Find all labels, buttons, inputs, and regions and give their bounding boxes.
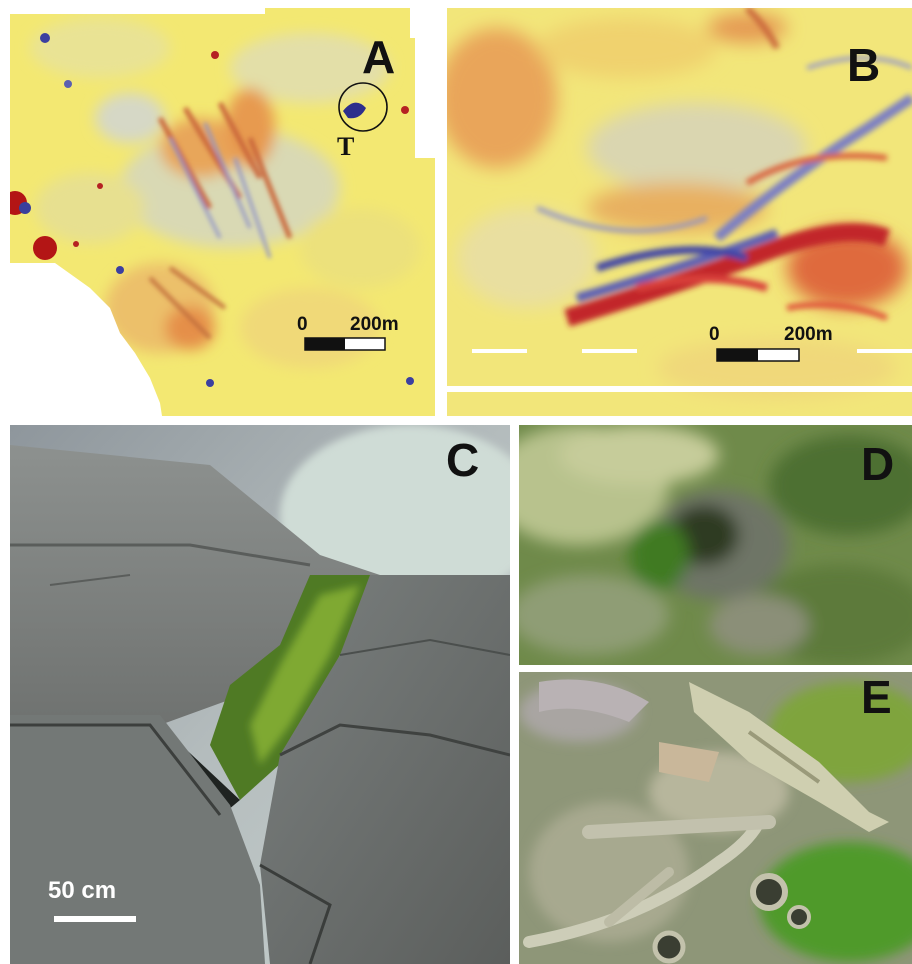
target-label: T <box>337 132 355 161</box>
panel-b-scale-end: 200m <box>784 324 833 345</box>
bones-photo <box>519 672 912 964</box>
panel-c-scale-label: 50 cm <box>48 877 117 904</box>
crevice-photo <box>10 425 510 964</box>
depression-photo <box>519 425 912 665</box>
panel-d-seabed-photo: D <box>519 425 912 665</box>
magnetic-map-a-image <box>10 8 435 416</box>
panel-b-scale-start: 0 <box>709 324 720 345</box>
magnetic-map-b-image <box>447 8 912 416</box>
panel-a-scale-end: 200m <box>350 314 399 335</box>
panel-e-letter: E <box>861 672 892 723</box>
panel-b-magnetic-map: B 0 200m <box>447 8 912 416</box>
panel-c-letter: C <box>446 434 480 486</box>
panel-b-letter: B <box>847 39 881 91</box>
panel-a-letter: A <box>362 31 396 83</box>
panel-a-magnetic-map: A T 0 200m <box>10 8 435 416</box>
panel-d-letter: D <box>861 438 895 490</box>
panel-a-scale-start: 0 <box>297 314 308 335</box>
panel-e-skeletal-remains-photo: E <box>519 672 912 964</box>
panel-c-underwater-photo: C 50 cm <box>10 425 510 964</box>
